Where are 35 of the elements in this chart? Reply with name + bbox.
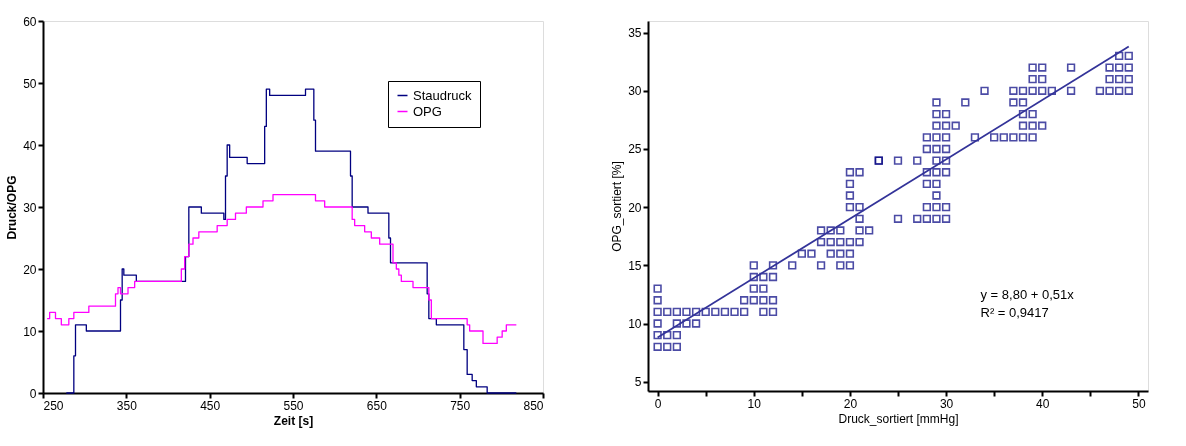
x-tick-label: 750	[450, 398, 471, 413]
y-tick-label: 50	[23, 76, 37, 91]
y-tick-label: 30	[23, 200, 37, 215]
x-axis-title: Druck_sortiert [mmHg]	[838, 411, 959, 426]
x-tick-label: 30	[939, 396, 954, 411]
y-tick-label: 25	[628, 142, 642, 157]
x-tick-label: 20	[843, 396, 858, 411]
y-tick-label: 30	[628, 84, 642, 99]
x-tick-label: 550	[283, 398, 304, 413]
y-tick-label: 40	[23, 138, 37, 153]
x-tick-label: 10	[747, 396, 762, 411]
x-tick-label: 650	[366, 398, 388, 413]
annotation: R² = 0,9417	[980, 304, 1049, 320]
x-tick-label: 250	[43, 398, 64, 413]
y-tick-label: 20	[628, 200, 642, 215]
y-axis-title: Druck/OPG	[5, 175, 20, 240]
x-tick-label: 40	[1036, 396, 1050, 411]
y-tick-label: 35	[628, 26, 642, 41]
x-tick-label: 0	[654, 396, 662, 411]
y-tick-label: 5	[634, 375, 642, 390]
x-tick-label: 450	[200, 398, 221, 413]
y-tick-label: 60	[23, 14, 37, 29]
x-tick-label: 350	[116, 398, 138, 413]
x-axis-title: Zeit [s]	[273, 413, 314, 428]
y-tick-label: 20	[23, 262, 37, 277]
y-tick-label: 10	[23, 324, 37, 339]
y-tick-label: 15	[628, 258, 642, 273]
y-tick-label: 10	[628, 317, 642, 332]
legend-label: Staudruck	[413, 87, 473, 103]
y-axis-title: OPG_sortiert [%]	[610, 161, 625, 252]
legend-label: OPG	[413, 103, 442, 119]
x-tick-label: 850	[523, 398, 544, 413]
x-tick-label: 50	[1132, 396, 1146, 411]
y-tick-label: 0	[29, 386, 37, 401]
annotation: y = 8,80 + 0,51x	[980, 286, 1075, 302]
